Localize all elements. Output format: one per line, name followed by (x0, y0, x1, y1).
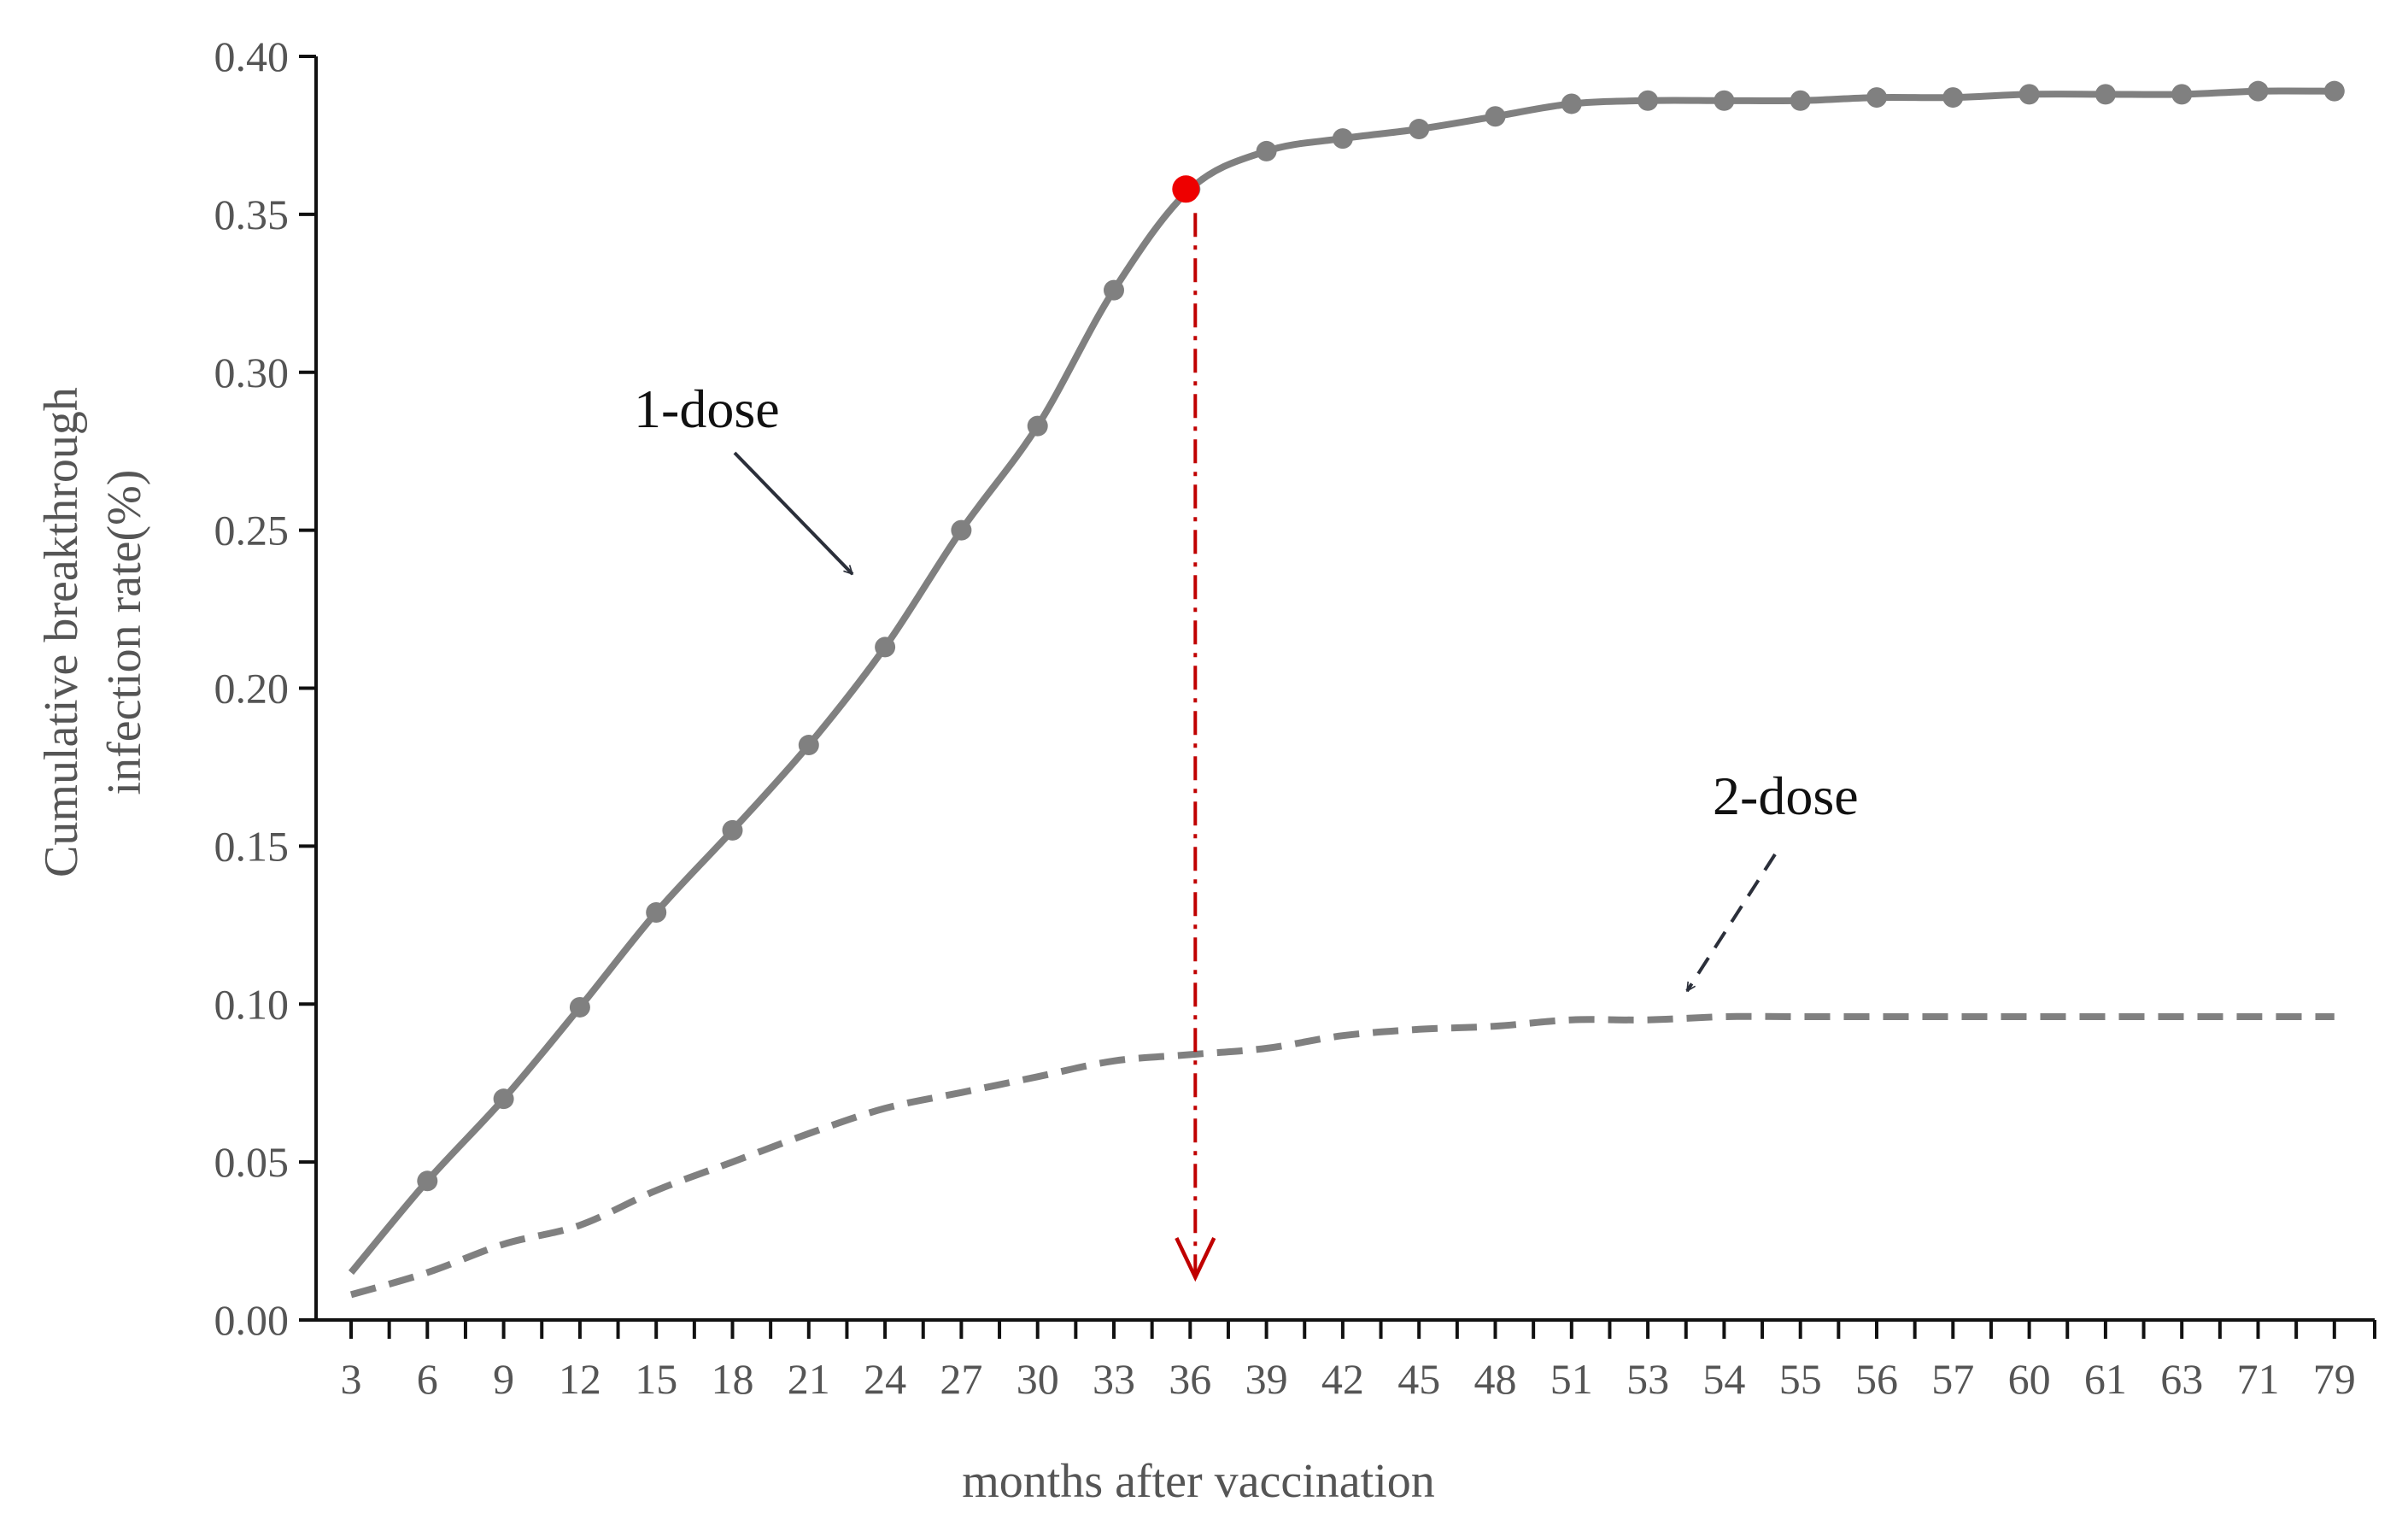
x-tick-label: 36 (1169, 1355, 1211, 1403)
highlight-point (1172, 175, 1200, 203)
y-tick-label: 0.20 (214, 665, 290, 713)
data-point-1-dose (2247, 80, 2269, 102)
x-ticks: 3 6 9 12 15 18 21 24 27 30 33 36 39 42 45 48 51 53 54 55 56 5… (341, 1320, 2376, 1403)
data-point-1-dose (1561, 93, 1582, 114)
y-tick-label: 0.10 (214, 980, 290, 1028)
annotation-2-dose-label: 2-dose (1713, 766, 1859, 826)
data-point-1-dose (1409, 119, 1430, 140)
y-tick-label: 0.35 (214, 191, 290, 238)
data-point-1-dose (1256, 140, 1277, 161)
x-tick-label: 3 (341, 1355, 362, 1403)
data-point-1-dose (875, 636, 896, 658)
y-axis-title-line-2: infection rate(%) (98, 470, 151, 795)
x-tick-label: 9 (493, 1355, 514, 1403)
data-point-1-dose (646, 902, 667, 924)
data-point-1-dose (1790, 90, 1811, 111)
y-axis-title-line-1: Cumulative breakthrough (35, 387, 88, 877)
series-layer (348, 80, 2345, 1299)
data-point-1-dose (1104, 279, 1124, 301)
x-tick-label: 51 (1550, 1355, 1593, 1403)
y-tick-label: 0.25 (214, 507, 290, 554)
y-tick-label: 0.05 (214, 1138, 290, 1186)
x-tick-label: 42 (1321, 1355, 1364, 1403)
x-tick-label: 53 (1626, 1355, 1669, 1403)
highlight-arrowhead (1175, 1237, 1216, 1282)
data-point-1-dose (1638, 90, 1659, 111)
data-point-1-dose (1714, 90, 1735, 111)
x-tick-label: 54 (1702, 1355, 1745, 1403)
x-tick-label: 57 (1931, 1355, 1974, 1403)
y-tick-label: 0.40 (214, 32, 290, 80)
x-tick-label: 33 (1093, 1355, 1135, 1403)
x-tick-label: 30 (1017, 1355, 1059, 1403)
annotation-1-dose-arrow (733, 451, 854, 576)
y-ticks: 0.00 0.05 0.10 0.15 0.20 0.25 0.30 0.35 0.40 (214, 32, 316, 1344)
x-axis-title: months after vaccination (962, 1455, 1435, 1508)
annotations: 1-dose 2-dose (634, 378, 1859, 991)
x-tick-label: 6 (417, 1355, 438, 1403)
x-tick-label: 63 (2160, 1355, 2203, 1403)
y-tick-label: 0.30 (214, 349, 290, 396)
data-point-1-dose (1866, 87, 1887, 109)
x-tick-label: 71 (2237, 1355, 2280, 1403)
annotation-1-dose-label: 1-dose (634, 378, 780, 439)
data-point-1-dose (1027, 415, 1048, 437)
highlight-layer (1172, 175, 1216, 1284)
x-tick-label: 55 (1779, 1355, 1822, 1403)
x-tick-label: 15 (635, 1355, 677, 1403)
y-tick-label: 0.00 (214, 1296, 290, 1344)
x-tick-label: 48 (1474, 1355, 1517, 1403)
annotation-2-dose-arrow (1685, 853, 1777, 991)
data-point-1-dose (1942, 87, 1964, 109)
x-tick-label: 79 (2313, 1355, 2356, 1403)
data-point-1-dose (951, 519, 972, 541)
data-point-1-dose (722, 819, 743, 841)
x-tick-label: 45 (1397, 1355, 1440, 1403)
x-tick-label: 39 (1245, 1355, 1288, 1403)
x-tick-label: 24 (864, 1355, 906, 1403)
data-point-1-dose (798, 735, 819, 756)
data-point-1-dose (2018, 84, 2040, 105)
y-tick-label: 0.15 (214, 822, 290, 870)
data-point-1-dose (2095, 84, 2116, 105)
data-point-1-dose (1485, 106, 1506, 127)
x-tick-label: 27 (940, 1355, 982, 1403)
x-tick-label: 21 (788, 1355, 830, 1403)
x-tick-label: 56 (1855, 1355, 1898, 1403)
x-tick-label: 61 (2084, 1355, 2127, 1403)
x-tick-label: 12 (559, 1355, 601, 1403)
data-point-1-dose (493, 1088, 514, 1110)
x-tick-label: 60 (2008, 1355, 2051, 1403)
axes (314, 56, 2375, 1322)
data-point-1-dose (417, 1170, 438, 1192)
data-point-1-dose (2323, 80, 2345, 102)
data-point-1-dose (569, 996, 590, 1018)
x-tick-label: 18 (712, 1355, 754, 1403)
data-point-1-dose (2171, 84, 2193, 105)
series-line-2-dose (349, 1012, 2335, 1299)
series-line-1-dose (348, 87, 2335, 1276)
y-axis-title: Cumulative breakthrough infection rate(%… (35, 387, 151, 877)
data-point-1-dose (1332, 128, 1353, 150)
